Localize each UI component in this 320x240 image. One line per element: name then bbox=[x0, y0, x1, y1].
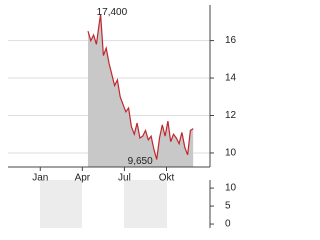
x-tick-label: Jan bbox=[32, 173, 48, 184]
y-tick-label: 5 bbox=[225, 201, 231, 212]
line bbox=[87, 14, 194, 160]
chart: 10 12 14 16 Jan Apr Jul Okt 17,400 9,650 10 5 0 bbox=[8, 5, 237, 230]
y-tick-label: 16 bbox=[225, 35, 237, 46]
x-tick-label: Apr bbox=[75, 173, 91, 184]
y-tick-label: 12 bbox=[225, 110, 237, 121]
y-tick-label: 0 bbox=[225, 219, 231, 230]
x-tick-label: Okt bbox=[159, 173, 175, 184]
x-tick-label: Jul bbox=[118, 173, 131, 184]
shade-band bbox=[40, 180, 82, 228]
y-tick-label: 10 bbox=[225, 148, 237, 159]
shade-band bbox=[124, 180, 167, 228]
annotation: 17,400 bbox=[97, 7, 128, 18]
y-tick-label: 10 bbox=[225, 183, 237, 194]
annotation: 9,650 bbox=[128, 156, 153, 167]
area bbox=[87, 14, 194, 168]
y-tick-label: 14 bbox=[225, 73, 237, 84]
